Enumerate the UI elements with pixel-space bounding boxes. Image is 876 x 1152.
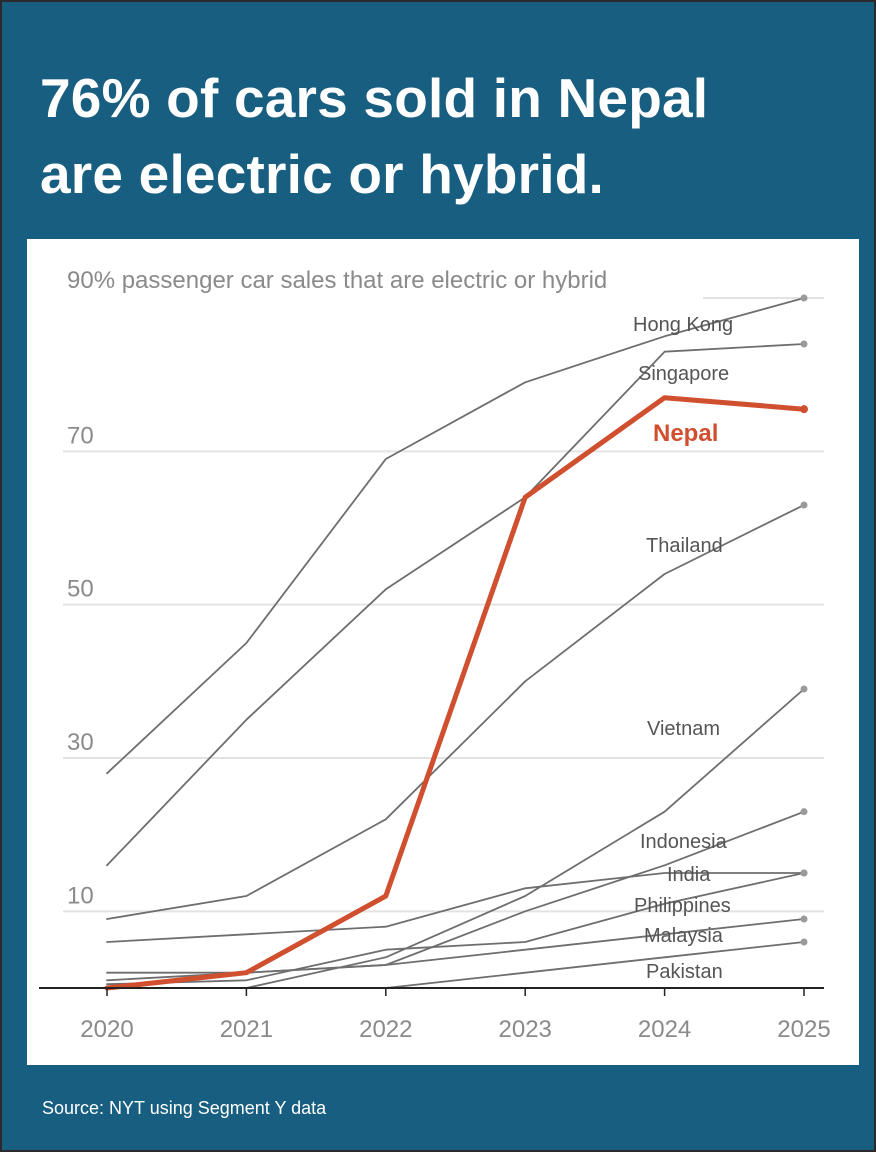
series-line-pakistan: [384, 941, 805, 989]
x-tick-labels: 2020 2021 2022 2023 2024 2025: [80, 988, 831, 1043]
series-label-pakistan: Pakistan: [646, 961, 723, 983]
series-label-hong-kong: Hong Kong: [633, 314, 733, 336]
series-line-philippines: [106, 872, 805, 986]
series-line-singapore: [106, 343, 805, 867]
x-tick-2020: 2020: [80, 1016, 133, 1043]
headline-line-2: are electric or hybrid.: [40, 143, 604, 205]
y-tick-50: 50: [67, 576, 94, 603]
x-tick-2025: 2025: [777, 1016, 830, 1043]
headline-line-1: 76% of cars sold in Nepal: [40, 67, 709, 129]
series-label-vietnam: Vietnam: [647, 718, 720, 740]
series-label-thailand: Thailand: [646, 535, 723, 557]
headline: 76% of cars sold in Nepal are electric o…: [40, 60, 860, 212]
end-point-indonesia: [800, 808, 808, 816]
chart-panel: 90% passenger car sales that are electri…: [27, 239, 859, 1065]
series-labels: Hong Kong Singapore Nepal Thailand Vietnam In…: [633, 314, 733, 983]
series-lines: [104, 297, 807, 991]
x-tick-2024: 2024: [638, 1016, 691, 1043]
series-label-india: India: [667, 864, 711, 886]
end-point-vietnam: [800, 685, 808, 693]
series-label-philippines: Philippines: [634, 895, 731, 917]
series-label-nepal: Nepal: [653, 420, 718, 447]
x-tick-2021: 2021: [220, 1016, 273, 1043]
end-point-pakistan: [800, 938, 808, 946]
end-point-nepal: [800, 405, 808, 414]
series-line-hong-kong: [106, 297, 805, 775]
end-point-philippines: [800, 869, 808, 877]
y-tick-70: 70: [67, 422, 94, 449]
y-tick-labels: 10 30 50 70: [67, 422, 94, 909]
series-line-malaysia: [106, 918, 805, 974]
end-point-malaysia: [800, 915, 808, 923]
series-label-malaysia: Malaysia: [644, 925, 724, 947]
end-point-singapore: [800, 340, 808, 348]
y-axis-label: 90% passenger car sales that are electri…: [67, 267, 607, 294]
series-line-india: [106, 872, 805, 943]
series-label-indonesia: Indonesia: [640, 831, 728, 853]
gridlines: [63, 297, 824, 913]
y-tick-10: 10: [67, 882, 94, 909]
end-point-thailand: [800, 501, 808, 509]
series-line-nepal: [104, 395, 807, 991]
source-note: Source: NYT using Segment Y data: [42, 1098, 327, 1118]
end-point-hong-kong: [800, 294, 808, 302]
y-tick-30: 30: [67, 729, 94, 756]
line-chart: 90% passenger car sales that are electri…: [39, 267, 831, 1043]
x-tick-2022: 2022: [359, 1016, 412, 1043]
series-line-thailand: [106, 504, 805, 920]
series-end-points: [800, 294, 808, 946]
x-tick-2023: 2023: [499, 1016, 552, 1043]
series-label-singapore: Singapore: [638, 363, 729, 385]
